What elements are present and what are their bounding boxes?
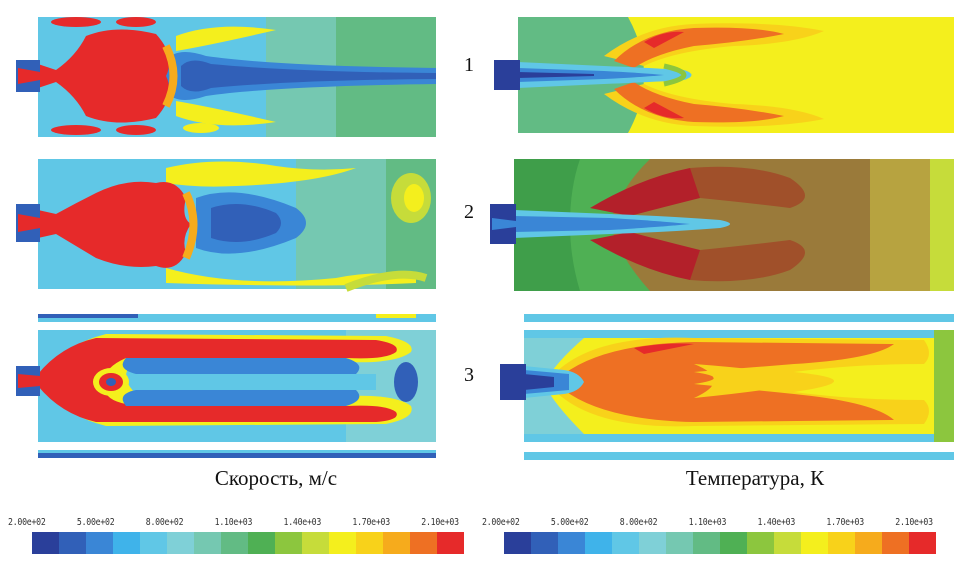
cbar-left-swatch-5	[167, 532, 195, 554]
temperature-field-1	[494, 17, 954, 133]
cbar-right-swatch-11	[801, 532, 829, 554]
colorbar-right-tick-2: 8.00e+02	[619, 517, 658, 528]
colorbar-right-labels: 2.00e+02 5.00e+02 8.00e+02 1.10e+03 1.40…	[482, 517, 933, 529]
caption-temperature: Температура, К	[685, 466, 825, 490]
colorbar-left-labels: 2.00e+02 5.00e+02 8.00e+02 1.10e+03 1.40…	[8, 517, 459, 529]
colorbar-right-tick-0: 2.00e+02	[482, 517, 520, 528]
caption-velocity: Скорость, м/с	[214, 466, 338, 490]
cbar-left-swatch-1	[59, 532, 87, 554]
row-label-1: 1	[464, 54, 474, 76]
colorbar-right	[504, 532, 936, 554]
colorbar-right-tick-3: 1.10e+03	[688, 517, 727, 528]
cbar-right-swatch-2	[558, 532, 586, 554]
colorbar-left-tick-2: 8.00e+02	[145, 517, 184, 528]
cbar-left-swatch-0	[32, 532, 60, 554]
cbar-left-swatch-4	[140, 532, 168, 554]
colorbar-left	[32, 532, 464, 554]
row-label-3: 3	[464, 364, 474, 386]
velocity-field-1	[16, 17, 436, 137]
colorbar-left-tick-5: 1.70e+03	[352, 517, 390, 528]
cbar-right-swatch-9	[747, 532, 775, 554]
cbar-left-swatch-2	[86, 532, 114, 554]
cbar-left-swatch-8	[248, 532, 276, 554]
cbar-right-swatch-3	[585, 532, 613, 554]
cbar-right-swatch-5	[639, 532, 667, 554]
cbar-right-swatch-10	[774, 532, 802, 554]
cbar-left-swatch-11	[329, 532, 357, 554]
cbar-right-swatch-7	[693, 532, 721, 554]
colorbar-left-tick-3: 1.10e+03	[214, 517, 253, 528]
cbar-left-swatch-10	[302, 532, 330, 554]
colorbar-right-tick-6: 2.10e+03	[895, 517, 933, 528]
cbar-left-swatch-14	[410, 532, 438, 554]
cbar-right-swatch-0	[504, 532, 532, 554]
colorbar-left-tick-6: 2.10e+03	[421, 517, 459, 528]
cbar-left-swatch-12	[356, 532, 384, 554]
cbar-right-swatch-8	[720, 532, 748, 554]
cbar-right-swatch-15	[909, 532, 936, 554]
cbar-left-swatch-6	[194, 532, 222, 554]
cbar-left-swatch-9	[275, 532, 303, 554]
cbar-right-swatch-14	[882, 532, 910, 554]
colorbar-left-tick-0: 2.00e+02	[8, 517, 46, 528]
colorbar-right-tick-5: 1.70e+03	[826, 517, 864, 528]
cbar-right-swatch-12	[828, 532, 856, 554]
velocity-field-3	[16, 314, 436, 458]
colorbar-left-tick-1: 5.00e+02	[76, 517, 115, 528]
cbar-right-swatch-4	[612, 532, 640, 554]
cbar-left-swatch-7	[221, 532, 249, 554]
cbar-left-swatch-13	[383, 532, 411, 554]
row-label-2: 2	[464, 201, 474, 223]
velocity-field-2	[16, 159, 436, 292]
colorbar-left-tick-4: 1.40e+03	[283, 517, 322, 528]
temperature-field-2	[490, 159, 954, 291]
cbar-right-swatch-6	[666, 532, 694, 554]
cbar-left-swatch-15	[437, 532, 464, 554]
cbar-right-swatch-13	[855, 532, 883, 554]
colorbar-right-tick-4: 1.40e+03	[757, 517, 796, 528]
colorbar-right-tick-1: 5.00e+02	[550, 517, 589, 528]
cbar-right-swatch-1	[531, 532, 559, 554]
cbar-left-swatch-3	[113, 532, 141, 554]
temperature-field-3	[500, 314, 954, 460]
